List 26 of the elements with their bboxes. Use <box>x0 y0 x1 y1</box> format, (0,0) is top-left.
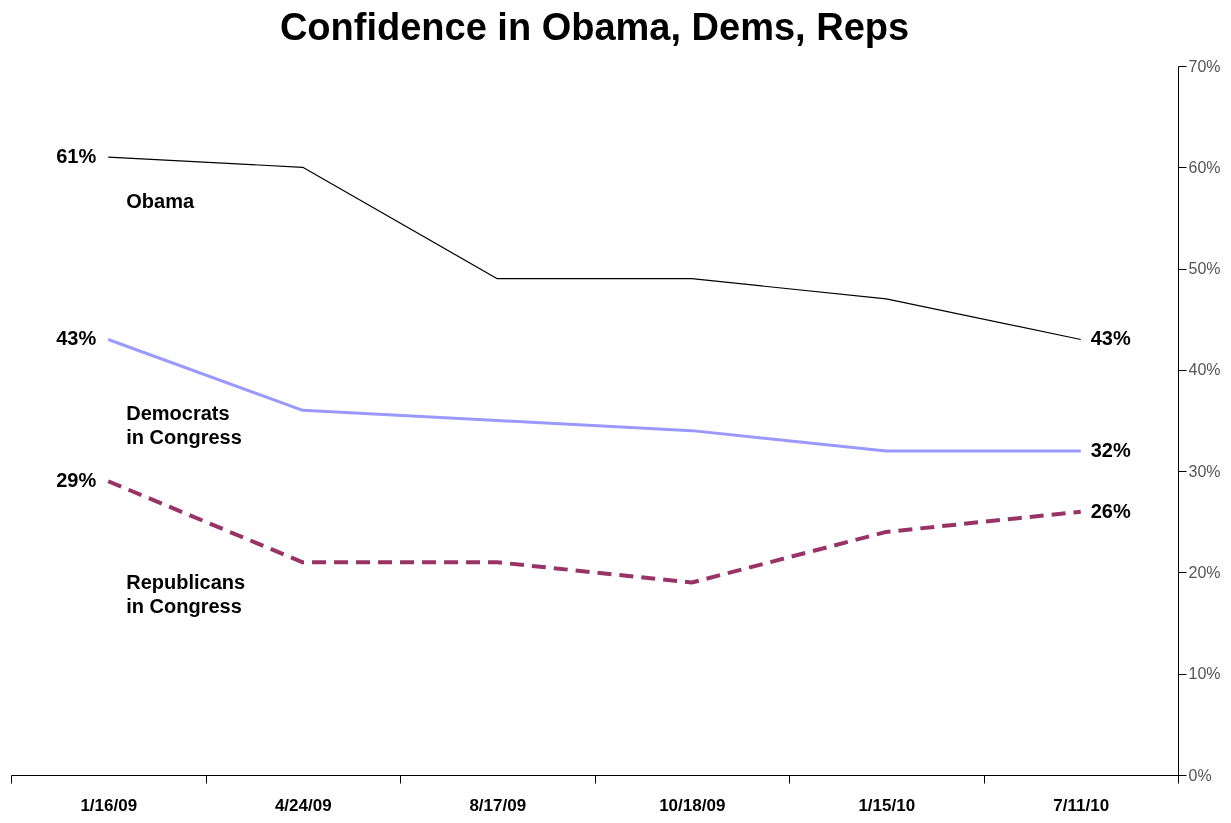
y-tick-label: 0% <box>1188 766 1212 784</box>
chart-title: Confidence in Obama, Dems, Reps <box>279 6 910 48</box>
y-tick-label: 50% <box>1188 260 1221 278</box>
y-tick-label: 40% <box>1188 361 1221 379</box>
series-label: Obama <box>126 190 195 213</box>
y-tick-label: 10% <box>1188 665 1221 683</box>
y-tick-label: 60% <box>1188 158 1221 176</box>
y-tick-label: 30% <box>1188 462 1221 480</box>
line-series <box>107 156 1082 341</box>
series-label: Democrats in Congress <box>126 402 242 449</box>
data-label: 61% <box>56 145 97 168</box>
x-tick-label: 7/11/10 <box>1053 795 1110 815</box>
series-label: Republicans in Congress <box>126 571 246 618</box>
x-tick-label: 8/17/09 <box>469 795 527 815</box>
y-tick-label: 20% <box>1188 563 1221 581</box>
line-series <box>106 337 1083 453</box>
data-label: 26% <box>1090 499 1131 522</box>
x-tick-label: 1/15/10 <box>858 795 916 815</box>
data-label: 32% <box>1090 438 1131 461</box>
y-tick-label: 70% <box>1188 57 1221 75</box>
x-tick-label: 4/24/09 <box>274 795 332 815</box>
x-tick-label: 1/16/09 <box>80 795 138 815</box>
x-tick-label: 10/18/09 <box>659 795 726 815</box>
data-label: 29% <box>56 469 97 492</box>
data-label: 43% <box>1090 327 1131 350</box>
data-label: 43% <box>56 327 97 350</box>
